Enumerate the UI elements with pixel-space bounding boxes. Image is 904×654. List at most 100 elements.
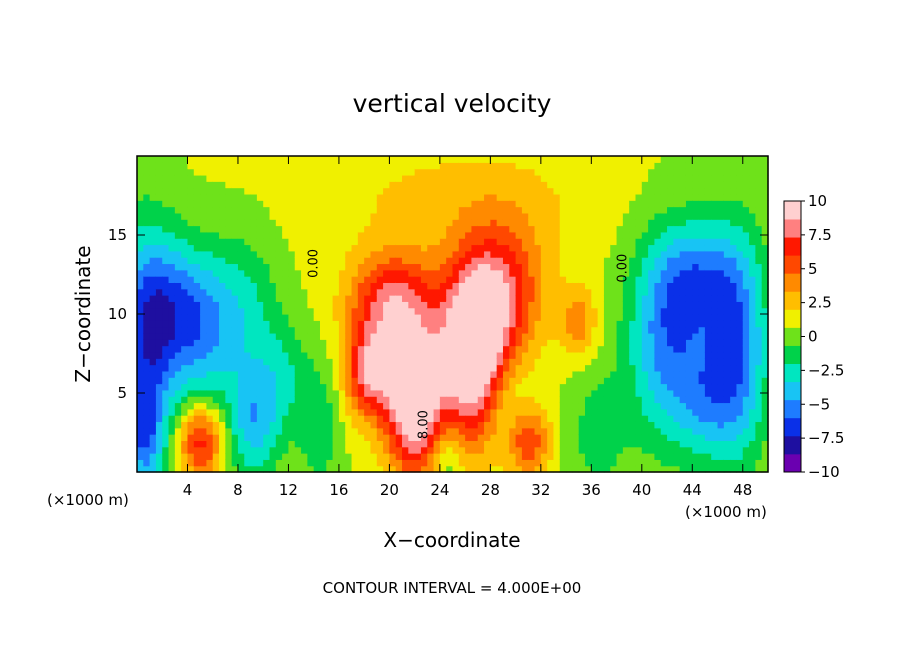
heatmap-cell bbox=[692, 345, 700, 353]
heatmap-cell bbox=[528, 200, 536, 208]
heatmap-cell bbox=[301, 206, 308, 214]
heatmap-cell bbox=[578, 415, 586, 423]
heatmap-cell bbox=[717, 168, 725, 176]
heatmap-cell bbox=[553, 326, 561, 334]
heatmap-cell bbox=[553, 225, 561, 233]
heatmap-cell bbox=[383, 162, 390, 170]
heatmap-cell bbox=[572, 174, 580, 182]
heatmap-cell bbox=[212, 465, 220, 473]
heatmap-cell bbox=[717, 402, 725, 410]
heatmap-cell bbox=[275, 162, 283, 170]
heatmap-cell bbox=[521, 408, 529, 416]
heatmap-cell bbox=[143, 238, 151, 246]
heatmap-cell bbox=[717, 193, 725, 201]
heatmap-cell bbox=[275, 276, 283, 283]
heatmap-cell bbox=[749, 282, 756, 290]
heatmap-cell bbox=[376, 370, 384, 378]
heatmap-cell bbox=[294, 408, 302, 416]
heatmap-cell bbox=[149, 168, 157, 176]
heatmap-cell bbox=[389, 168, 397, 176]
heatmap-cell bbox=[749, 295, 756, 302]
heatmap-cell bbox=[477, 446, 485, 454]
heatmap-cell bbox=[660, 263, 668, 271]
heatmap-cell bbox=[351, 193, 359, 201]
heatmap-cell bbox=[376, 320, 384, 328]
heatmap-cell bbox=[408, 250, 416, 258]
heatmap-cell bbox=[326, 206, 334, 214]
heatmap-cell bbox=[439, 187, 447, 195]
heatmap-cell bbox=[313, 314, 321, 321]
heatmap-cell bbox=[635, 446, 643, 454]
heatmap-cell bbox=[408, 212, 416, 220]
heatmap-cell bbox=[351, 276, 359, 283]
heatmap-cell bbox=[730, 320, 738, 328]
heatmap-cell bbox=[263, 301, 271, 309]
heatmap-cell bbox=[143, 314, 151, 321]
heatmap-cell bbox=[717, 459, 725, 467]
heatmap-cell bbox=[307, 276, 315, 283]
heatmap-cell bbox=[219, 326, 226, 334]
heatmap-cell bbox=[370, 193, 378, 201]
heatmap-cell bbox=[383, 187, 390, 195]
heatmap-cell bbox=[711, 162, 719, 170]
heatmap-cell bbox=[155, 238, 163, 246]
heatmap-cell bbox=[490, 200, 498, 208]
heatmap-cell bbox=[446, 434, 454, 441]
heatmap-cell bbox=[629, 168, 637, 176]
heatmap-cell bbox=[673, 345, 681, 353]
heatmap-cell bbox=[711, 263, 719, 271]
heatmap-cell bbox=[723, 440, 731, 448]
heatmap-cell bbox=[420, 200, 428, 208]
heatmap-cell bbox=[528, 231, 536, 239]
heatmap-cell bbox=[168, 301, 176, 309]
heatmap-cell bbox=[730, 415, 738, 423]
heatmap-cell bbox=[698, 231, 706, 239]
heatmap-cell bbox=[603, 364, 611, 372]
heatmap-cell bbox=[420, 168, 428, 176]
heatmap-cell bbox=[465, 326, 473, 334]
heatmap-cell bbox=[389, 421, 397, 429]
heatmap-cell bbox=[572, 402, 580, 410]
heatmap-cell bbox=[313, 168, 321, 176]
heatmap-cell bbox=[326, 301, 334, 309]
heatmap-cell bbox=[168, 307, 176, 315]
heatmap-cell bbox=[673, 162, 681, 170]
heatmap-cell bbox=[616, 358, 624, 366]
heatmap-cell bbox=[704, 465, 712, 473]
heatmap-cell bbox=[591, 364, 599, 372]
heatmap-cell bbox=[622, 389, 630, 397]
heatmap-cell bbox=[528, 339, 536, 347]
heatmap-cell bbox=[471, 156, 479, 163]
heatmap-cell bbox=[395, 364, 403, 372]
heatmap-cell bbox=[603, 358, 611, 366]
heatmap-cell bbox=[610, 206, 618, 214]
heatmap-cell bbox=[660, 465, 668, 473]
heatmap-cell bbox=[502, 156, 510, 163]
heatmap-cell bbox=[313, 446, 321, 454]
heatmap-cell bbox=[370, 168, 378, 176]
heatmap-cell bbox=[502, 276, 510, 283]
heatmap-cell bbox=[313, 434, 321, 441]
heatmap-cell bbox=[326, 187, 334, 195]
heatmap-cell bbox=[465, 421, 473, 429]
heatmap-cell bbox=[515, 427, 523, 435]
heatmap-cell bbox=[736, 307, 744, 315]
heatmap-cell bbox=[301, 314, 308, 321]
heatmap-cell bbox=[345, 421, 353, 429]
heatmap-cell bbox=[225, 212, 233, 220]
heatmap-cell bbox=[610, 219, 618, 227]
heatmap-cell bbox=[673, 181, 681, 189]
heatmap-cell bbox=[225, 257, 233, 265]
heatmap-cell bbox=[225, 307, 233, 315]
heatmap-cell bbox=[730, 187, 738, 195]
heatmap-cell bbox=[307, 307, 315, 315]
heatmap-cell bbox=[282, 446, 290, 454]
heatmap-cell bbox=[667, 295, 674, 302]
heatmap-cell bbox=[578, 320, 586, 328]
heatmap-cell bbox=[301, 402, 308, 410]
heatmap-cell bbox=[187, 162, 195, 170]
heatmap-cell bbox=[749, 156, 756, 163]
heatmap-cell bbox=[370, 288, 378, 296]
heatmap-cell bbox=[667, 307, 674, 315]
heatmap-cell bbox=[288, 174, 296, 182]
